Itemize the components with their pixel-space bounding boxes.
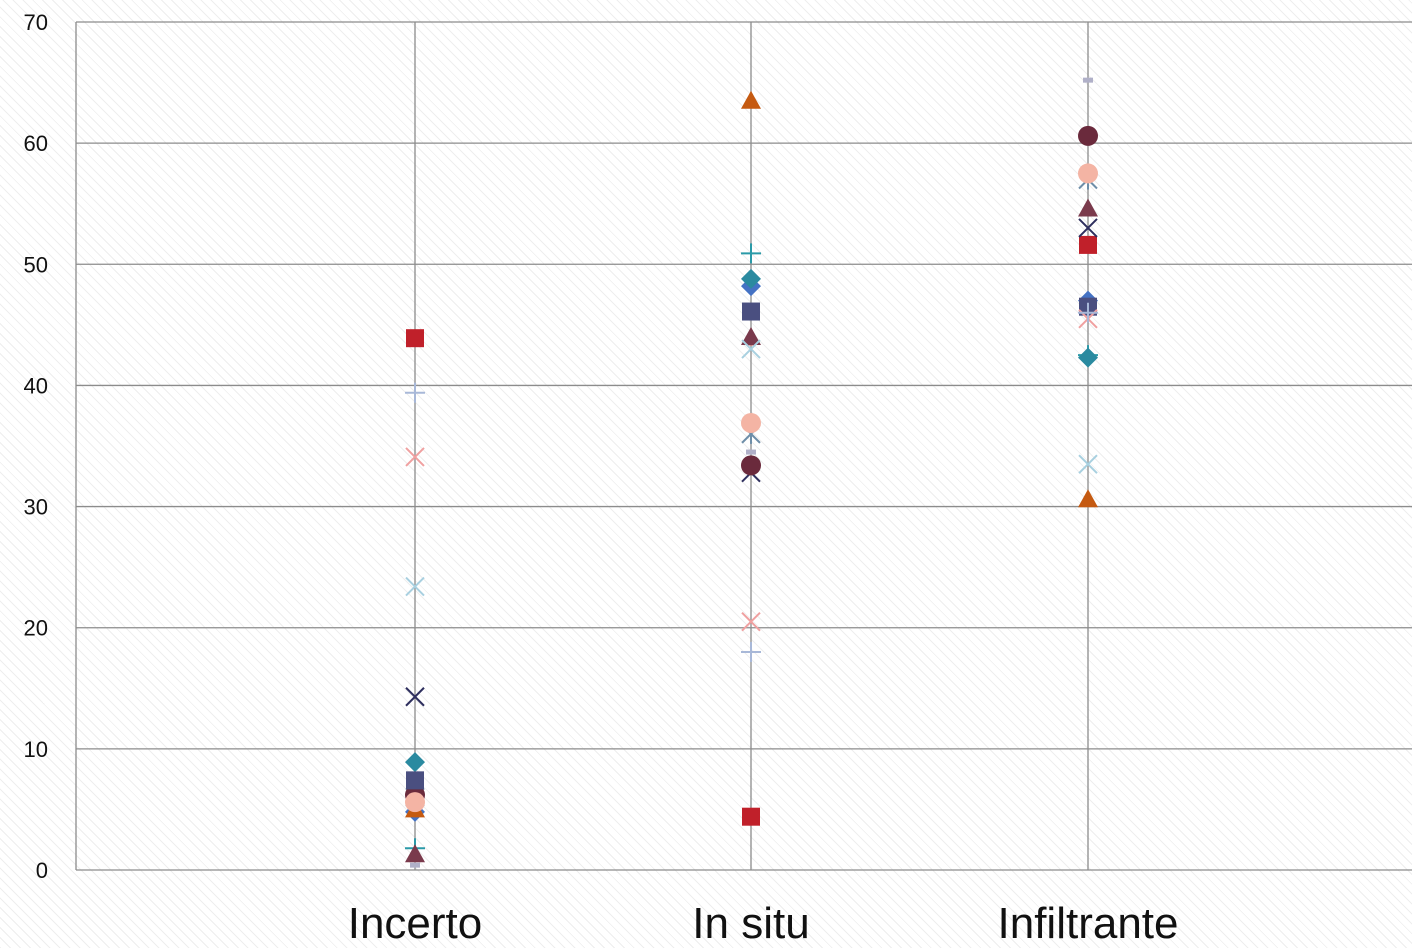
data-point [741, 611, 761, 632]
data-point [405, 382, 425, 403]
data-point [741, 326, 761, 345]
data-point [405, 447, 425, 467]
x-tick-label: Infiltrante [998, 899, 1179, 948]
x-tick-label: Incerto [348, 899, 483, 948]
y-tick-label: 20 [24, 616, 48, 641]
data-point [741, 268, 761, 289]
data-point [1083, 77, 1093, 83]
data-point [406, 329, 424, 348]
data-point [405, 687, 425, 707]
data-point [1078, 163, 1098, 184]
y-tick-label: 40 [24, 373, 48, 398]
grid [75, 21, 1412, 871]
data-point [746, 449, 756, 455]
data-point [741, 412, 761, 433]
data-point [405, 576, 425, 597]
data-point [1078, 218, 1098, 238]
data-point [406, 771, 424, 790]
y-tick-label: 0 [36, 858, 48, 883]
data-point [1078, 125, 1098, 146]
y-tick-label: 10 [24, 737, 48, 762]
data-point [405, 752, 425, 773]
x-tick-label: In situ [692, 899, 809, 948]
data-point [742, 302, 760, 321]
y-tick-label: 60 [24, 131, 48, 156]
data-point [1078, 489, 1098, 508]
data-point [1079, 235, 1097, 254]
data-point [741, 339, 761, 359]
data-point [1078, 454, 1098, 474]
data-point [410, 862, 420, 868]
y-tick-label: 30 [24, 495, 48, 520]
data-point [1078, 347, 1098, 368]
data-point [405, 792, 425, 813]
x-axis-labels: Incerto In situ Infiltrante [348, 899, 1179, 948]
data-point [405, 844, 425, 863]
y-tick-label: 70 [24, 10, 48, 35]
data-point [1078, 198, 1098, 217]
data-points [405, 77, 1098, 868]
y-axis-labels: 0 10 20 30 40 50 60 70 [24, 10, 48, 883]
y-tick-label: 50 [24, 252, 48, 277]
data-point [741, 243, 761, 264]
data-point [741, 641, 761, 662]
data-point [742, 807, 760, 826]
data-point [741, 90, 761, 109]
data-point [741, 455, 761, 476]
data-point [1078, 302, 1098, 323]
